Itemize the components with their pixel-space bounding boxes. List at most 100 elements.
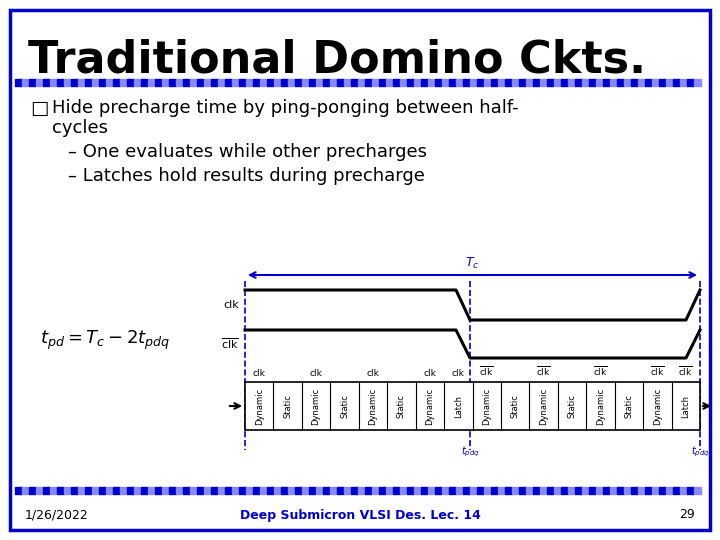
- Bar: [245, 382, 700, 430]
- Bar: [652, 79, 659, 86]
- Text: $\overline{\rm clk}$: $\overline{\rm clk}$: [536, 364, 551, 378]
- Bar: [351, 79, 358, 86]
- Bar: [645, 487, 652, 494]
- Bar: [533, 79, 540, 86]
- Text: Latch: Latch: [681, 395, 690, 417]
- Bar: [190, 79, 197, 86]
- Bar: [155, 79, 162, 86]
- Bar: [344, 79, 351, 86]
- Bar: [295, 79, 302, 86]
- Bar: [414, 79, 421, 86]
- Bar: [337, 79, 344, 86]
- Bar: [456, 79, 463, 86]
- Bar: [526, 487, 533, 494]
- Text: Dynamic: Dynamic: [426, 387, 434, 424]
- Bar: [232, 487, 239, 494]
- Bar: [36, 79, 43, 86]
- Bar: [274, 487, 281, 494]
- Text: Dynamic: Dynamic: [596, 387, 605, 424]
- Bar: [400, 487, 407, 494]
- Bar: [204, 487, 211, 494]
- Text: Static: Static: [340, 394, 349, 418]
- Bar: [141, 79, 148, 86]
- Bar: [666, 487, 673, 494]
- Bar: [134, 487, 141, 494]
- Bar: [204, 79, 211, 86]
- Bar: [36, 487, 43, 494]
- Bar: [127, 487, 134, 494]
- Text: clk: clk: [253, 369, 266, 378]
- Bar: [540, 487, 547, 494]
- Bar: [155, 487, 162, 494]
- Bar: [694, 487, 701, 494]
- Bar: [106, 79, 113, 86]
- Bar: [190, 487, 197, 494]
- Bar: [512, 487, 519, 494]
- Bar: [526, 79, 533, 86]
- Text: Static: Static: [567, 394, 577, 418]
- Text: Dynamic: Dynamic: [312, 387, 320, 424]
- Text: Dynamic: Dynamic: [539, 387, 548, 424]
- Bar: [113, 79, 120, 86]
- Text: $\overline{\rm clk}$: $\overline{\rm clk}$: [678, 364, 693, 378]
- Bar: [176, 487, 183, 494]
- Text: Dynamic: Dynamic: [255, 387, 264, 424]
- Bar: [29, 487, 36, 494]
- Bar: [260, 487, 267, 494]
- Bar: [211, 487, 218, 494]
- Bar: [505, 487, 512, 494]
- Bar: [442, 79, 449, 86]
- Bar: [428, 487, 435, 494]
- Bar: [281, 79, 288, 86]
- Text: clk: clk: [423, 369, 436, 378]
- Bar: [372, 79, 379, 86]
- Bar: [78, 487, 85, 494]
- Bar: [421, 79, 428, 86]
- Bar: [582, 79, 589, 86]
- Bar: [344, 487, 351, 494]
- Bar: [71, 487, 78, 494]
- Bar: [85, 79, 92, 86]
- Bar: [519, 79, 526, 86]
- Bar: [624, 487, 631, 494]
- Bar: [610, 487, 617, 494]
- Bar: [169, 79, 176, 86]
- Bar: [330, 79, 337, 86]
- Bar: [386, 487, 393, 494]
- Text: $\overline{\rm clk}$: $\overline{\rm clk}$: [221, 336, 239, 352]
- Bar: [358, 79, 365, 86]
- Bar: [92, 79, 99, 86]
- Bar: [470, 487, 477, 494]
- Bar: [680, 487, 687, 494]
- Bar: [183, 487, 190, 494]
- Bar: [64, 79, 71, 86]
- Text: $t_{pdq}$: $t_{pdq}$: [461, 445, 480, 460]
- Bar: [43, 79, 50, 86]
- Bar: [484, 79, 491, 86]
- Text: – Latches hold results during precharge: – Latches hold results during precharge: [68, 167, 425, 185]
- Bar: [85, 487, 92, 494]
- Bar: [218, 487, 225, 494]
- Bar: [589, 487, 596, 494]
- Bar: [253, 79, 260, 86]
- Bar: [449, 79, 456, 86]
- Text: clk: clk: [452, 369, 464, 378]
- Bar: [407, 79, 414, 86]
- Bar: [225, 79, 232, 86]
- Bar: [365, 79, 372, 86]
- Bar: [680, 79, 687, 86]
- Text: clk: clk: [223, 300, 239, 310]
- Bar: [64, 487, 71, 494]
- Bar: [267, 487, 274, 494]
- Bar: [239, 79, 246, 86]
- Text: $\overline{\rm clk}$: $\overline{\rm clk}$: [593, 364, 608, 378]
- Bar: [673, 487, 680, 494]
- Bar: [575, 487, 582, 494]
- Bar: [127, 79, 134, 86]
- Bar: [99, 79, 106, 86]
- Bar: [141, 487, 148, 494]
- Bar: [281, 487, 288, 494]
- Bar: [162, 487, 169, 494]
- Bar: [386, 79, 393, 86]
- Bar: [624, 79, 631, 86]
